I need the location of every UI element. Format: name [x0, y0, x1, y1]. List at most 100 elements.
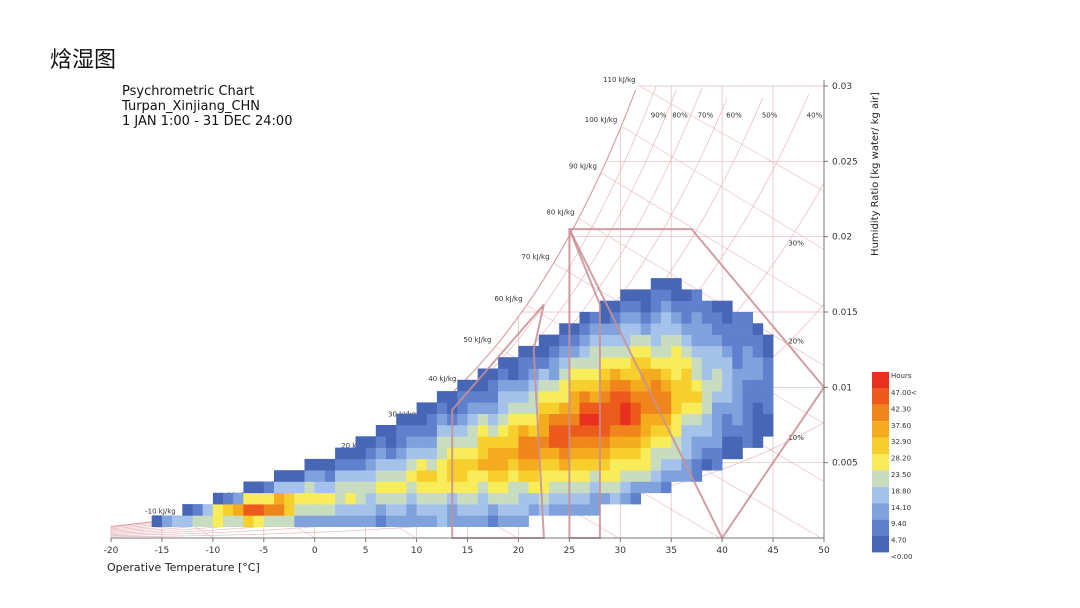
heatmap-cell [640, 458, 652, 471]
heatmap-cell [589, 470, 601, 482]
heatmap-cell [518, 345, 529, 358]
heatmap-cell [498, 504, 509, 516]
heatmap-cell [752, 425, 764, 437]
heatmap-cell [681, 391, 692, 403]
heatmap-cell [487, 458, 499, 471]
heatmap-cell [732, 425, 743, 437]
heatmap-cell [630, 368, 641, 381]
heatmap-cell [457, 436, 468, 448]
heatmap-cell [457, 447, 468, 460]
heatmap-cell [671, 436, 682, 448]
heatmap-cell [447, 402, 458, 414]
y-tick-label: 0.02 [832, 233, 852, 243]
heatmap-cell [549, 447, 560, 460]
heatmap-cell [620, 402, 631, 414]
y-axis-label: Humidity Ratio [kg water/ kg air] [870, 92, 881, 256]
heatmap-cell [304, 458, 315, 471]
heatmap-cell [508, 492, 519, 505]
heatmap-cell [640, 334, 652, 347]
heatmap-cell [375, 458, 387, 471]
heatmap-cell [610, 413, 621, 426]
heatmap-cell [650, 470, 662, 482]
legend-label: 18.80 [891, 487, 911, 495]
heatmap-cell [508, 470, 519, 482]
heatmap-cell [549, 413, 560, 426]
heatmap-cell [416, 458, 428, 471]
heatmap-cell [518, 402, 529, 414]
heatmap-cell [599, 402, 611, 414]
legend-label: <0.00 [891, 553, 912, 561]
enthalpy-line [600, 172, 825, 308]
heatmap-cell [274, 492, 285, 505]
heatmap-cell [742, 312, 753, 324]
heatmap-cell [610, 436, 621, 448]
heatmap-cell [426, 481, 438, 494]
heatmap-cell [722, 323, 733, 335]
heatmap-cell [518, 436, 529, 448]
heatmap-cell [661, 334, 672, 347]
heatmap-cell [498, 470, 509, 482]
heatmap-cell [406, 492, 417, 505]
heatmap-cell [722, 391, 733, 403]
heatmap-cell [620, 379, 631, 392]
heatmap-cell [691, 334, 703, 347]
heatmap-cell [579, 436, 590, 448]
heatmap-cell [732, 436, 743, 448]
heatmap-cell [355, 492, 366, 505]
heatmap-cell [274, 515, 285, 527]
heatmap-cell [335, 504, 346, 516]
heatmap-cell [579, 379, 590, 392]
heatmap-cell [671, 345, 682, 358]
heatmap-cell [752, 323, 764, 335]
heatmap-cell [569, 357, 580, 369]
heatmap-cell [589, 458, 601, 471]
legend-label: 28.20 [891, 455, 911, 463]
legend-swatch [872, 404, 889, 422]
heatmap-cell [528, 470, 540, 482]
heatmap-cell [345, 515, 356, 527]
rh-label: 90% [651, 112, 667, 120]
heatmap-cell [630, 379, 641, 392]
heatmap-cell [569, 470, 580, 482]
heatmap-cell [569, 379, 580, 392]
heatmap-cell [365, 447, 377, 460]
heatmap-cell [457, 470, 468, 482]
heatmap-cell [345, 458, 356, 471]
heatmap-cell [589, 504, 601, 516]
heatmap-cell [477, 425, 489, 437]
heatmap-cell [416, 425, 428, 437]
heatmap-cell [599, 323, 611, 335]
heatmap-cell [508, 515, 519, 527]
heatmap-cell [569, 492, 580, 505]
heatmap-cell [406, 425, 417, 437]
heatmap-cell [436, 425, 448, 437]
heatmap-cell [661, 368, 672, 381]
heatmap-cell [549, 357, 560, 369]
heatmap-cell [467, 413, 478, 426]
heatmap-cell [589, 413, 601, 426]
heatmap-cell [691, 312, 703, 324]
heatmap-cell [742, 436, 753, 448]
heatmap-cell [650, 357, 662, 369]
heatmap-cell [467, 436, 478, 448]
heatmap-cell [620, 289, 631, 301]
heatmap-cell [691, 470, 703, 482]
heatmap-cell [355, 515, 366, 527]
enthalpy-label: 90 kJ/kg [569, 163, 597, 171]
heatmap-cell [294, 492, 305, 505]
heatmap-cell [701, 300, 713, 313]
heatmap-cell [579, 323, 590, 335]
heatmap-cell [436, 436, 448, 448]
heatmap-cell [579, 425, 590, 437]
heatmap-cell [467, 504, 478, 516]
heatmap-cell [589, 368, 601, 381]
heatmap-cell [650, 334, 662, 347]
heatmap-cell [762, 368, 774, 381]
heatmap-cell [549, 425, 560, 437]
heatmap-cell [365, 504, 377, 516]
heatmap-cell [650, 425, 662, 437]
heatmap-cell [701, 323, 713, 335]
heatmap-cell [762, 391, 774, 403]
heatmap-cell [375, 436, 387, 448]
heatmap-cell [732, 368, 743, 381]
